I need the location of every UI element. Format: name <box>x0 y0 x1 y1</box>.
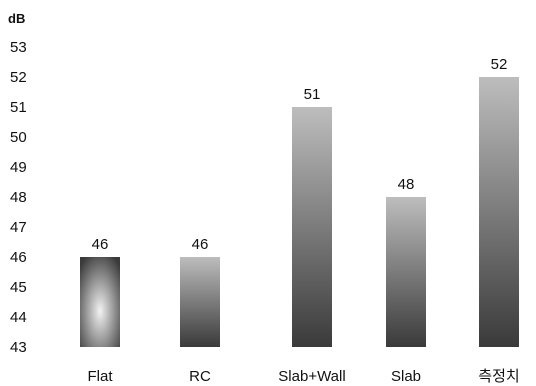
y-tick-label: 52 <box>10 69 27 86</box>
data-labels: 46 46 51 48 52 <box>92 56 508 253</box>
data-label: 48 <box>398 176 415 193</box>
bar <box>80 257 120 347</box>
category-label: 측정치 <box>478 368 519 385</box>
bar <box>292 107 332 347</box>
y-tick-label: 53 <box>10 39 27 56</box>
bar <box>386 197 426 347</box>
category-label: Slab+Wall <box>278 368 345 385</box>
y-tick-label: 43 <box>10 339 27 356</box>
y-axis-unit-label: dB <box>8 11 25 26</box>
bar <box>180 257 220 347</box>
y-tick-label: 46 <box>10 249 27 266</box>
y-tick-label: 45 <box>10 279 27 296</box>
data-label: 46 <box>92 236 109 253</box>
bar <box>479 77 519 347</box>
y-tick-label: 50 <box>10 129 27 146</box>
data-label: 46 <box>192 236 209 253</box>
data-label: 51 <box>304 86 321 103</box>
y-tick-label: 49 <box>10 159 27 176</box>
y-axis-ticks: 43 44 45 46 47 48 49 50 51 52 53 <box>10 39 27 356</box>
data-label: 52 <box>491 56 508 73</box>
y-tick-label: 47 <box>10 219 27 236</box>
y-tick-label: 51 <box>10 99 27 116</box>
category-labels: Flat RC Slab+Wall Slab 측정치 <box>87 368 519 385</box>
y-tick-label: 44 <box>10 309 27 326</box>
y-tick-label: 48 <box>10 189 27 206</box>
category-label: RC <box>189 368 211 385</box>
category-label: Flat <box>87 368 113 385</box>
bars <box>80 77 519 347</box>
category-label: Slab <box>391 368 421 385</box>
